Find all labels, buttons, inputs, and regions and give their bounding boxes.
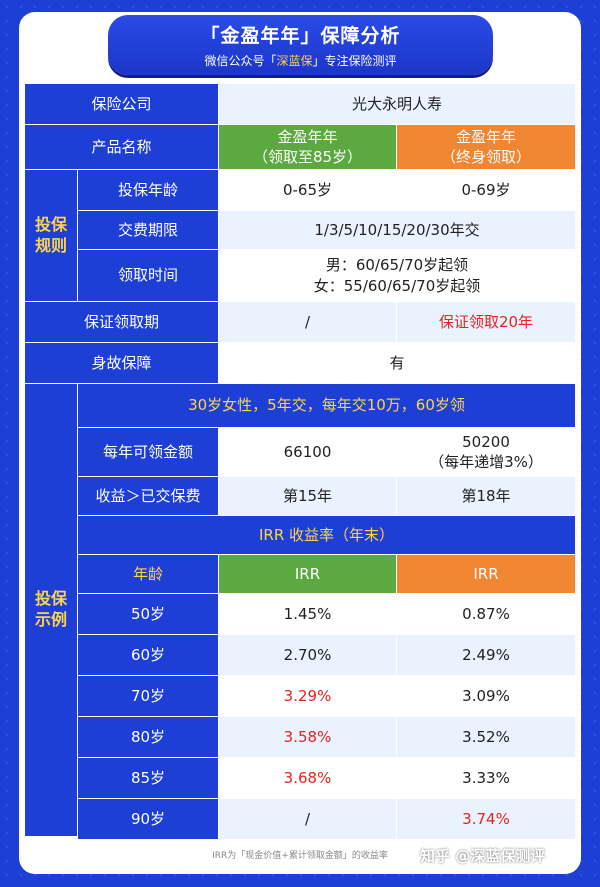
breakeven-b: 第18年 [397,477,575,515]
irr-age-header: 年龄 [78,555,218,593]
annual-b-value: 50200 [462,432,510,451]
irr-row-value-a: 3.68% [219,758,396,798]
footer-note: IRR为「现金价值+累计领取金额」的收益率 [212,851,388,861]
claim-female: 女：55/60/65/70岁起领 [313,276,481,295]
page-subtitle: 微信公众号「深蓝保」专注保险测评 [108,52,493,69]
irr-row-value-b: 3.74% [397,799,575,839]
guarantee-b: 保证领取20年 [397,302,575,342]
irr-row-age: 60岁 [78,635,218,675]
irr-row-value-a: 2.70% [219,635,396,675]
product-b-note: （终身领取） [440,148,531,166]
subtitle-prefix: 微信公众号「 [204,54,277,68]
guarantee-a: / [219,302,396,342]
irr-row-age: 50岁 [78,594,218,634]
breakeven-label: 收益＞已交保费 [78,477,218,515]
irr-row-value-b: 3.52% [397,717,575,757]
death-value: 有 [219,343,575,383]
irr-row-value-a: / [219,799,396,839]
annual-b-note: （每年递增3%） [429,453,543,471]
age-a: 0-65岁 [219,170,396,210]
irr-row-value-b: 3.09% [397,676,575,716]
irr-header-a: IRR [219,555,396,593]
annual-label: 每年可领金额 [78,428,218,476]
irr-row-value-b: 0.87% [397,594,575,634]
irr-row-age: 90岁 [78,799,218,839]
irr-row-value-a: 3.58% [219,717,396,757]
irr-row-value-b: 3.33% [397,758,575,798]
death-label: 身故保障 [25,343,218,383]
breakeven-a: 第15年 [219,477,396,515]
pay-label: 交费期限 [78,211,218,249]
product-b-name: 金盈年年 [455,127,516,146]
product-label: 产品名称 [25,125,218,169]
product-a-name: 金盈年年 [277,127,338,146]
company-value: 光大永明人寿 [219,84,575,124]
irr-row-value-b: 2.49% [397,635,575,675]
product-a: 金盈年年 （领取至85岁） [219,125,396,169]
irr-row-age: 70岁 [78,676,218,716]
watermark: 知乎 @深蓝保测评 [420,847,546,865]
company-label: 保险公司 [25,84,218,124]
irr-row-value-a: 3.29% [219,676,396,716]
irr-header-b: IRR [397,555,575,593]
rules-group-label: 投保 规则 [25,170,77,301]
irr-row-age: 85岁 [78,758,218,798]
irr-row-age: 80岁 [78,717,218,757]
subtitle-brand: 深蓝保 [276,54,313,68]
guarantee-label: 保证领取期 [25,302,218,342]
product-b: 金盈年年 （终身领取） [397,125,575,169]
age-label: 投保年龄 [78,170,218,210]
claim-value: 男：60/65/70岁起领 女：55/60/65/70岁起领 [219,250,575,301]
example-group-label: 投保 示例 [25,384,77,836]
pay-value: 1/3/5/10/15/20/30年交 [219,211,575,249]
product-a-note: （领取至85岁） [252,148,363,166]
title-banner: 「金盈年年」保障分析 微信公众号「深蓝保」专注保险测评 [108,15,493,75]
page-title: 「金盈年年」保障分析 [200,25,401,47]
subtitle-suffix: 」专注保险测评 [312,54,397,68]
irr-title: IRR 收益率（年末） [78,516,575,554]
annual-a: 66100 [219,428,396,476]
scenario-banner: 30岁女性，5年交，每年交10万，60岁领 [78,384,575,427]
claim-male: 男：60/65/70岁起领 [325,256,469,275]
age-b: 0-69岁 [397,170,575,210]
claim-label: 领取时间 [78,250,218,301]
irr-row-value-a: 1.45% [219,594,396,634]
annual-b: 50200 （每年递增3%） [397,428,575,476]
